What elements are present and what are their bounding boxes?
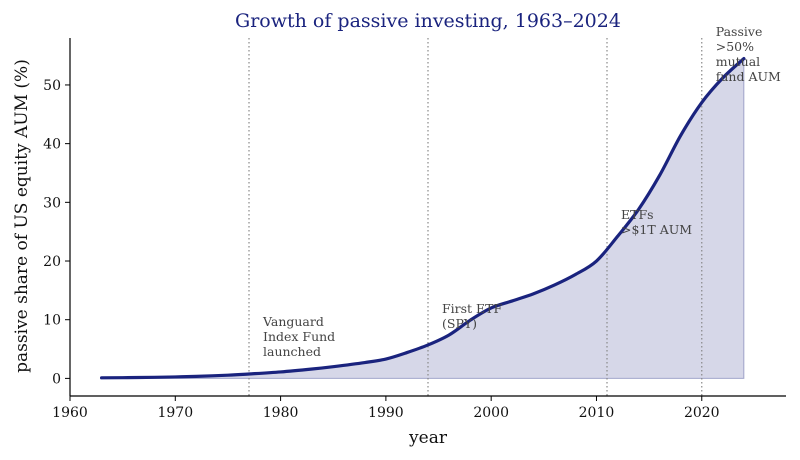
- x-tick-label-1990: 1990: [368, 405, 404, 421]
- annotation-text-2020: Passive >50% mutual fund AUM: [716, 24, 781, 84]
- y-tick-label-40: 40: [43, 137, 61, 153]
- chart-title: Growth of passive investing, 1963–2024: [235, 10, 621, 32]
- y-tick-label-50: 50: [43, 78, 61, 94]
- annotation-text-1994: First ETF (SPY): [442, 301, 503, 331]
- y-tick-label-0: 0: [52, 371, 61, 387]
- x-tick-label-1980: 1980: [263, 405, 299, 421]
- y-tick-label-10: 10: [43, 313, 61, 329]
- annotation-text-1977: Vanguard Index Fund launched: [262, 314, 335, 359]
- x-tick-label-1960: 1960: [52, 405, 88, 421]
- y-tick-label-30: 30: [43, 195, 61, 211]
- series-line: [99, 56, 746, 380]
- x-tick-label-2020: 2020: [684, 405, 720, 421]
- x-tick-label-2010: 2010: [579, 405, 615, 421]
- x-tick-label-1970: 1970: [157, 405, 193, 421]
- x-axis-label: year: [408, 428, 448, 448]
- y-tick-label-20: 20: [43, 254, 61, 270]
- x-tick-label-2000: 2000: [473, 405, 509, 421]
- annotation-text-2011: ETFs >$1T AUM: [621, 207, 692, 237]
- plot-area: Vanguard Index Fund launched First ETF (SPY)…: [43, 24, 786, 421]
- y-axis-label: passive share of US equity AUM (%): [12, 59, 32, 373]
